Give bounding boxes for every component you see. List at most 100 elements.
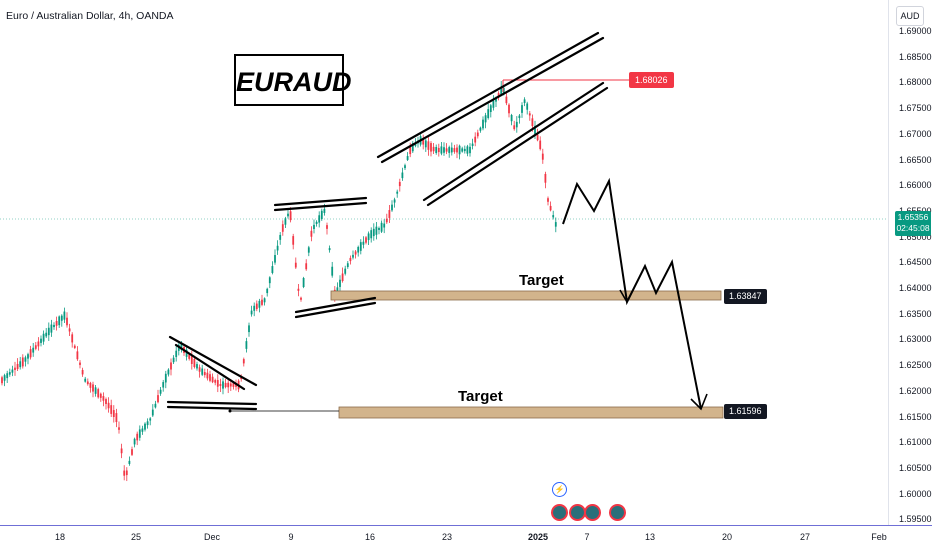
price-tick-label: 1.60000 [899, 488, 932, 499]
candle-body [528, 113, 531, 116]
candle-body [55, 321, 58, 326]
candle-body [53, 324, 55, 328]
candle-body [549, 205, 552, 211]
candle-body [526, 103, 529, 110]
candle-body [141, 428, 144, 432]
candle-body [271, 266, 274, 273]
candle-body [146, 421, 149, 426]
candle-body [81, 369, 84, 375]
candle-body [427, 141, 430, 150]
candle-body [424, 140, 427, 148]
candle-body [16, 363, 19, 370]
candle-body [448, 147, 451, 153]
candle-body [315, 221, 318, 224]
candle-body [523, 99, 526, 104]
event-icon-4[interactable] [609, 504, 626, 521]
candle-body [76, 351, 79, 360]
candle-body [339, 279, 341, 287]
candle-body [284, 218, 287, 225]
candle-body [378, 227, 380, 231]
candle-body [320, 210, 323, 220]
candle-body [92, 384, 94, 392]
candle-body [302, 278, 305, 287]
candle-body [354, 251, 357, 255]
currency-badge[interactable]: AUD [896, 6, 924, 26]
candle-body [131, 449, 133, 455]
candle-body [107, 402, 110, 409]
candle-body [536, 134, 539, 141]
candle-body [456, 147, 458, 153]
candle-body [125, 470, 128, 476]
candle-body [534, 125, 536, 135]
candle-body [500, 86, 503, 96]
candle-body [313, 224, 315, 229]
candle-body [541, 153, 544, 160]
symbol-title[interactable]: Euro / Australian Dollar, 4h, OANDA [6, 10, 174, 22]
candle-body [167, 369, 170, 375]
candle-body [552, 215, 555, 218]
candle-body [287, 213, 289, 217]
candle-body [245, 341, 248, 349]
candle-body [255, 303, 258, 310]
candle-body [138, 429, 141, 438]
candle-body [554, 222, 557, 227]
candle-body [172, 357, 175, 363]
candle-body [58, 316, 61, 326]
candle-body [136, 433, 139, 441]
price-tick-label: 1.62000 [899, 385, 932, 396]
candle-body [214, 380, 217, 383]
candle-body [190, 355, 193, 364]
candle-body [29, 349, 32, 358]
candle-body [401, 172, 404, 179]
candle-body [66, 317, 68, 326]
price-tick-label: 1.62500 [899, 360, 932, 371]
candle-body [344, 268, 347, 274]
candle-body [24, 357, 27, 362]
candle-body [367, 233, 370, 241]
candle-body [305, 263, 308, 270]
price-tick-label: 1.66000 [899, 180, 932, 191]
candle-body [484, 115, 487, 123]
candle-body [391, 204, 393, 211]
candle-body [86, 381, 89, 385]
candle-body [341, 273, 344, 282]
candle-body [357, 246, 360, 253]
high-price-tag: 1.68026 [629, 72, 674, 88]
candle-body [362, 241, 365, 245]
countdown-timer: 02:45:08 [896, 223, 930, 233]
price-scale-border [888, 0, 889, 526]
candle-body [294, 262, 297, 268]
candle-body [206, 372, 209, 379]
price-tick-label: 1.65000 [899, 231, 932, 242]
projection-arrow-upper [619, 287, 635, 304]
candle-body [289, 211, 292, 221]
candle-body [505, 96, 508, 104]
time-tick-label: 16 [364, 532, 376, 542]
candle-body [476, 132, 479, 137]
candle-body [216, 380, 219, 387]
price-tick-label: 1.68500 [899, 51, 932, 62]
candle-body [1, 377, 3, 384]
candle-body [398, 181, 401, 187]
candle-body [14, 367, 16, 370]
price-tick-label: 1.59500 [899, 514, 932, 525]
time-tick-label: 23 [441, 532, 453, 542]
candle-body [380, 222, 383, 232]
candle-body [336, 287, 339, 292]
candle-body [209, 374, 211, 381]
time-tick-label: Feb [871, 532, 887, 542]
time-tick-label: 25 [130, 532, 142, 542]
price-tick-label: 1.64500 [899, 257, 932, 268]
candle-body [258, 300, 261, 308]
event-icon-3[interactable] [584, 504, 601, 521]
candle-body [445, 148, 448, 152]
time-tick-label: 2025 [527, 532, 549, 542]
candle-body [359, 242, 362, 251]
lightning-icon[interactable]: ⚡ [552, 482, 567, 497]
event-icon-1[interactable] [551, 504, 568, 521]
candle-body [60, 315, 63, 321]
candle-body [409, 145, 412, 155]
candle-body [521, 105, 523, 113]
